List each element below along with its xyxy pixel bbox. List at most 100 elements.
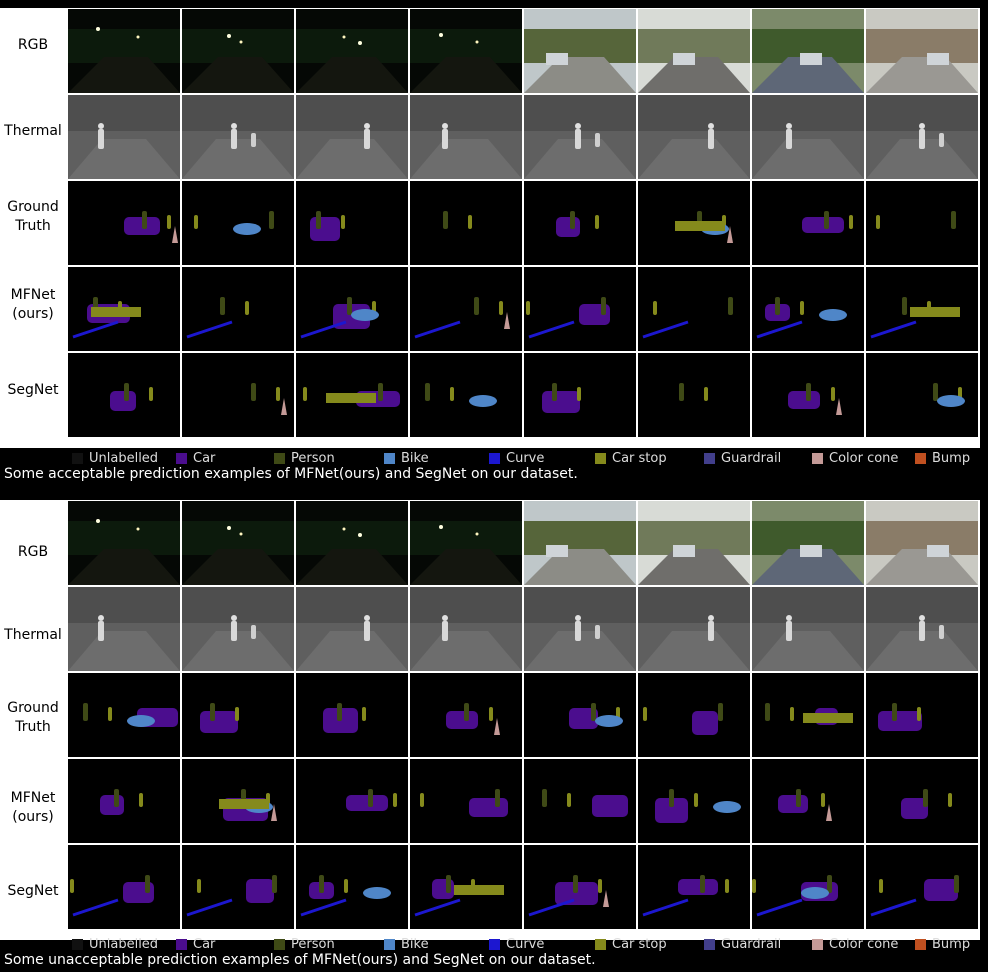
image-grid (66, 8, 980, 448)
ground-truth-image (68, 181, 180, 265)
legend-item: Unlabelled (72, 450, 158, 467)
mfnet-image (866, 267, 978, 351)
rgb-image (524, 501, 636, 585)
legend-item: Bump (915, 450, 970, 467)
legend-item: Car (176, 936, 215, 953)
row-label-ground-truth-1: Ground (7, 199, 59, 215)
thermal-image (752, 95, 864, 179)
legend-label: Car stop (612, 451, 667, 466)
row-label-ground-truth-1: Ground (7, 700, 59, 716)
mfnet-image (752, 759, 864, 843)
segnet-image (182, 353, 294, 437)
row-label-mfnet-2: (ours) (12, 809, 54, 825)
image-grid (66, 500, 980, 940)
ground-truth-image (752, 673, 864, 757)
rgb-image (752, 501, 864, 585)
rgb-image (410, 501, 522, 585)
legend-item: Color cone (812, 450, 898, 467)
ground-truth-image (182, 181, 294, 265)
segnet-image (68, 353, 180, 437)
row-label-ground-truth-2: Truth (15, 719, 51, 735)
legend-swatch (176, 939, 187, 950)
row-labels: RGB Thermal Ground Truth MFNet (ours) Se… (0, 500, 66, 940)
thermal-image (866, 95, 978, 179)
segnet-image (524, 845, 636, 929)
thermal-image (410, 587, 522, 671)
row-labels: RGB Thermal Ground Truth MFNet (ours) Se… (0, 8, 66, 448)
ground-truth-image (866, 673, 978, 757)
row-label-thermal: Thermal (4, 123, 62, 139)
rgb-image (866, 501, 978, 585)
legend-label: Bike (401, 451, 429, 466)
mfnet-image (866, 759, 978, 843)
legend-label: Color cone (829, 937, 899, 952)
legend-swatch (595, 453, 606, 464)
thermal-image (752, 587, 864, 671)
legend-item: Curve (489, 450, 544, 467)
legend-item: Curve (489, 936, 544, 953)
legend-swatch (704, 453, 715, 464)
legend-swatch (915, 939, 926, 950)
thermal-image (296, 95, 408, 179)
legend-swatch (176, 453, 187, 464)
ground-truth-image (182, 673, 294, 757)
legend-swatch (812, 939, 823, 950)
ground-truth-image (638, 673, 750, 757)
rgb-image (752, 9, 864, 93)
thermal-image (638, 95, 750, 179)
segnet-image (752, 353, 864, 437)
legend-label: Bump (932, 937, 971, 952)
legend-swatch (274, 939, 285, 950)
legend-swatch (384, 453, 395, 464)
row-label-thermal: Thermal (4, 627, 62, 643)
legend-label: Car (193, 451, 216, 466)
row-label-rgb: RGB (17, 37, 49, 53)
legend-label: Guardrail (721, 937, 782, 952)
ground-truth-image (752, 181, 864, 265)
segnet-image (866, 353, 978, 437)
thermal-image (410, 95, 522, 179)
ground-truth-image (296, 181, 408, 265)
acceptable-examples-panel: RGB Thermal Ground Truth MFNet (ours) Se… (0, 8, 980, 482)
ground-truth-image (524, 673, 636, 757)
legend-item: Person (274, 450, 335, 467)
mfnet-image (752, 267, 864, 351)
ground-truth-image (296, 673, 408, 757)
segnet-image (182, 845, 294, 929)
thermal-image (296, 587, 408, 671)
legend-item: Color cone (812, 936, 898, 953)
legend-swatch (595, 939, 606, 950)
mfnet-image (410, 759, 522, 843)
legend-item: Guardrail (704, 936, 781, 953)
legend-swatch (274, 453, 285, 464)
legend-item: Guardrail (704, 450, 781, 467)
rgb-image (638, 9, 750, 93)
legend-label: Curve (506, 451, 545, 466)
thermal-image (68, 95, 180, 179)
legend-label: Person (291, 937, 335, 952)
segnet-image (410, 353, 522, 437)
rgb-image (410, 9, 522, 93)
row-label-mfnet-2: (ours) (12, 306, 54, 322)
thermal-image (68, 587, 180, 671)
legend-item: Bike (384, 450, 429, 467)
rgb-image (524, 9, 636, 93)
thermal-image (182, 95, 294, 179)
legend-swatch (489, 453, 500, 464)
legend-label: Bump (932, 451, 971, 466)
class-legend: Unlabelled Car Person Bike Curve Car stop Guar… (66, 450, 980, 467)
segnet-image (296, 845, 408, 929)
segnet-image (68, 845, 180, 929)
thermal-image (638, 587, 750, 671)
legend-label: Curve (506, 937, 545, 952)
ground-truth-image (524, 181, 636, 265)
legend-item: Person (274, 936, 335, 953)
segnet-image (638, 353, 750, 437)
segnet-image (638, 845, 750, 929)
thermal-image (524, 587, 636, 671)
legend-label: Unlabelled (89, 937, 159, 952)
ground-truth-image (410, 181, 522, 265)
rgb-image (68, 9, 180, 93)
rgb-image (182, 9, 294, 93)
mfnet-image (296, 759, 408, 843)
